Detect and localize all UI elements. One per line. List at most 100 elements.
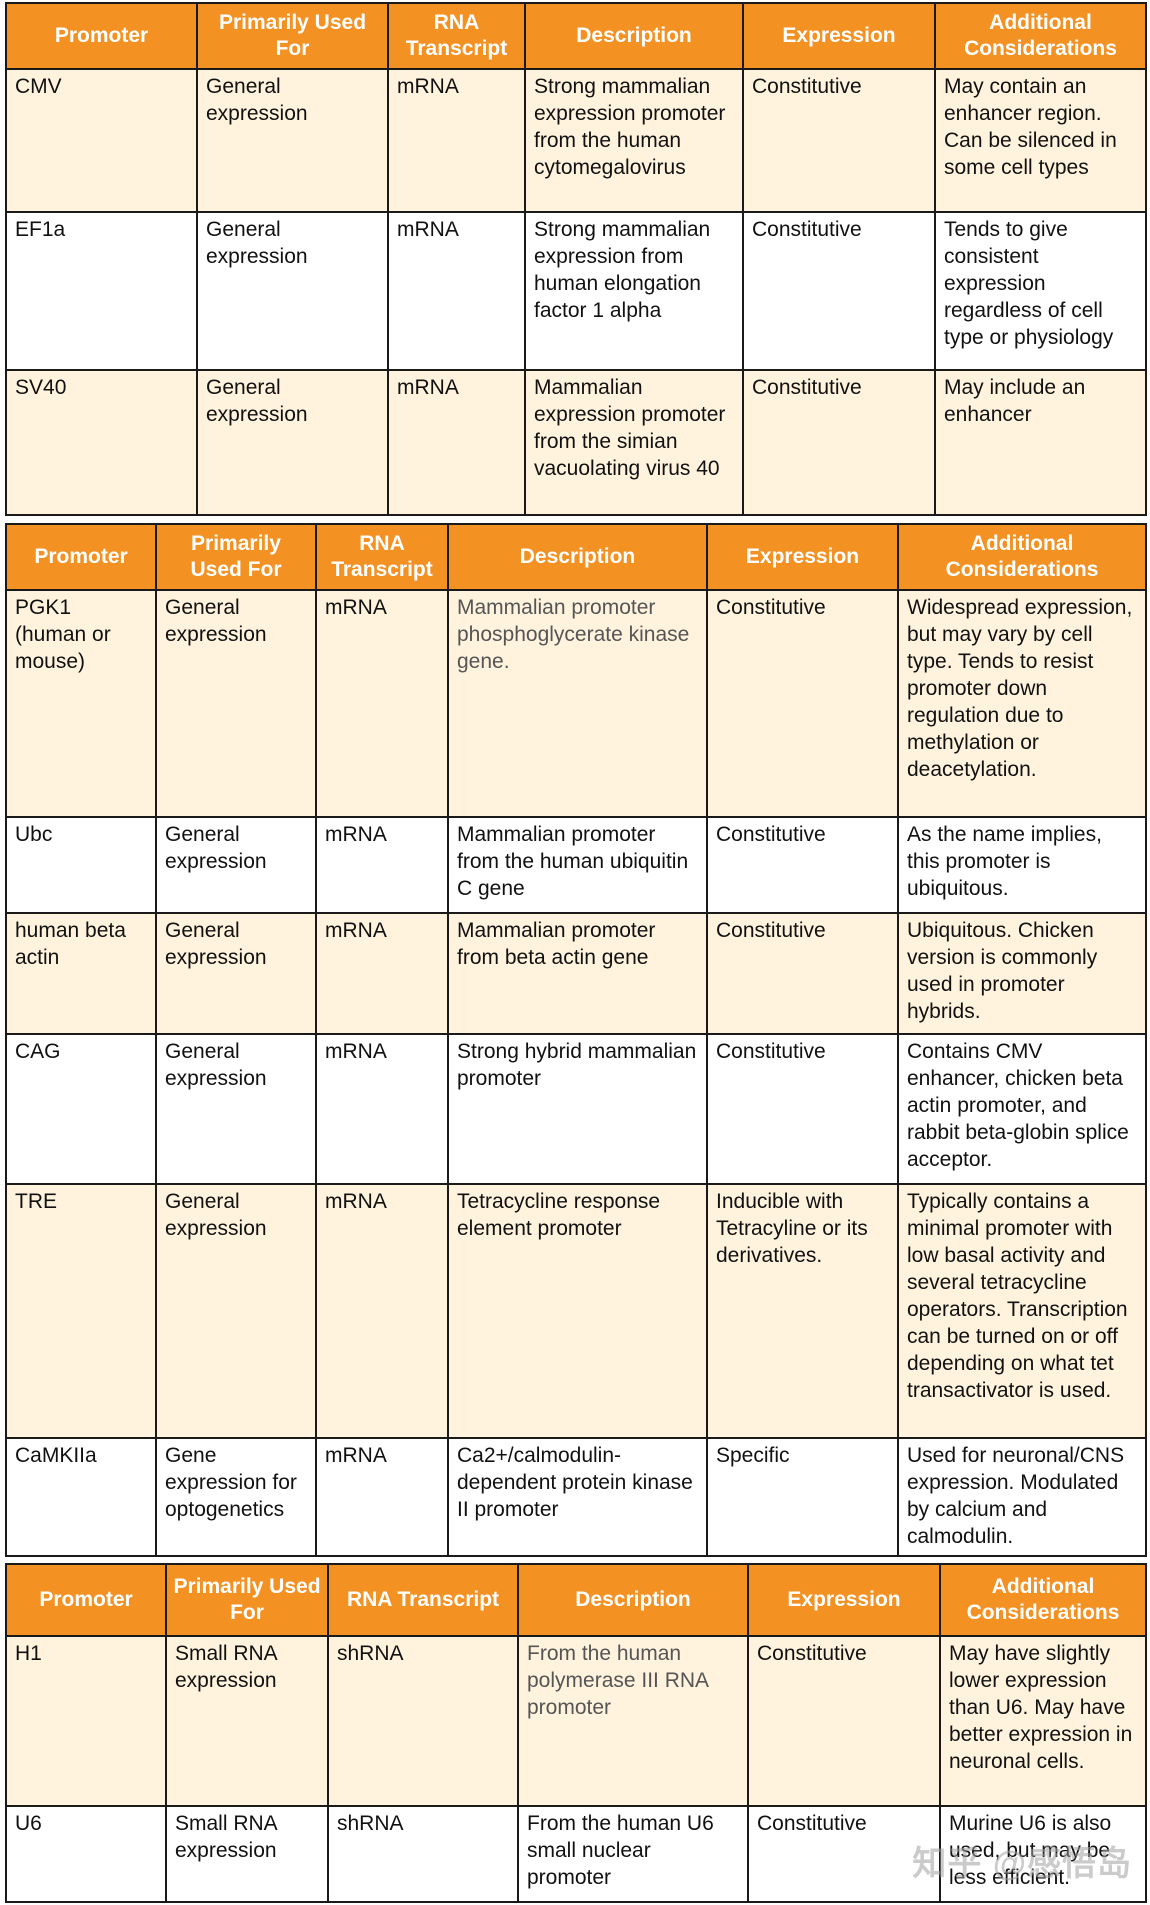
- col-header-promoter: Promoter: [5, 1563, 167, 1637]
- table-row: CMV General expression mRNA Strong mamma…: [5, 68, 1147, 213]
- cell-rna-transcript: mRNA: [315, 912, 449, 1035]
- col-header-rna-transcript: RNA Transcript: [315, 523, 449, 591]
- cell-used-for: General expression: [196, 68, 389, 213]
- cell-considerations: Murine U6 is also used, but may be less …: [939, 1805, 1147, 1903]
- cell-promoter: TRE: [5, 1183, 157, 1439]
- cell-rna-transcript: mRNA: [315, 1183, 449, 1439]
- cell-expression: Inducible with Tetracyline or its deriva…: [706, 1183, 899, 1439]
- cell-rna-transcript: mRNA: [315, 1033, 449, 1185]
- cell-used-for: General expression: [155, 912, 317, 1035]
- cell-description: From the human U6 small nuclear promoter: [517, 1805, 749, 1903]
- cell-description: Mammalian promoter from beta actin gene: [447, 912, 708, 1035]
- cell-promoter: H1: [5, 1635, 167, 1807]
- col-header-description: Description: [524, 2, 744, 70]
- table-row: human beta actin General expression mRNA…: [5, 912, 1147, 1035]
- cell-description: From the human polymerase III RNA promot…: [517, 1635, 749, 1807]
- col-header-promoter: Promoter: [5, 2, 198, 70]
- col-header-considerations: Additional Considerations: [897, 523, 1147, 591]
- cell-considerations: Contains CMV enhancer, chicken beta acti…: [897, 1033, 1147, 1185]
- table-row: EF1a General expression mRNA Strong mamm…: [5, 211, 1147, 371]
- header-row: Promoter Primarily Used For RNA Transcri…: [5, 2, 1147, 70]
- cell-used-for: General expression: [155, 1183, 317, 1439]
- col-header-used-for: Primarily Used For: [165, 1563, 329, 1637]
- cell-description: Strong mammalian expression from human e…: [524, 211, 744, 371]
- promoter-table-2: Promoter Primarily Used For RNA Transcri…: [5, 523, 1147, 1557]
- cell-rna-transcript: mRNA: [315, 589, 449, 818]
- cell-promoter: human beta actin: [5, 912, 157, 1035]
- cell-used-for: General expression: [155, 589, 317, 818]
- cell-expression: Constitutive: [706, 1033, 899, 1185]
- cell-considerations: May have slightly lower expression than …: [939, 1635, 1147, 1807]
- table-row: Ubc General expression mRNA Mammalian pr…: [5, 816, 1147, 914]
- cell-considerations: Ubiquitous. Chicken version is commonly …: [897, 912, 1147, 1035]
- cell-expression: Constitutive: [742, 369, 936, 516]
- table-row: CaMKIIa Gene expression for optogenetics…: [5, 1437, 1147, 1557]
- col-header-expression: Expression: [742, 2, 936, 70]
- cell-promoter: CAG: [5, 1033, 157, 1185]
- cell-used-for: General expression: [196, 369, 389, 516]
- cell-expression: Constitutive: [747, 1635, 941, 1807]
- cell-used-for: Small RNA expression: [165, 1635, 329, 1807]
- col-header-expression: Expression: [706, 523, 899, 591]
- cell-considerations: Widespread expression, but may vary by c…: [897, 589, 1147, 818]
- cell-description: Mammalian promoter phosphoglycerate kina…: [447, 589, 708, 818]
- cell-promoter: CMV: [5, 68, 198, 213]
- cell-used-for: Small RNA expression: [165, 1805, 329, 1903]
- col-header-considerations: Additional Considerations: [939, 1563, 1147, 1637]
- cell-promoter: CaMKIIa: [5, 1437, 157, 1557]
- cell-description: Tetracycline response element promoter: [447, 1183, 708, 1439]
- col-header-promoter: Promoter: [5, 523, 157, 591]
- cell-promoter: PGK1 (human or mouse): [5, 589, 157, 818]
- header-row: Promoter Primarily Used For RNA Transcri…: [5, 1563, 1147, 1637]
- cell-promoter: Ubc: [5, 816, 157, 914]
- promoter-table-1: Promoter Primarily Used For RNA Transcri…: [5, 2, 1147, 516]
- cell-rna-transcript: mRNA: [387, 211, 526, 371]
- cell-used-for: General expression: [155, 816, 317, 914]
- cell-considerations: As the name implies, this promoter is ub…: [897, 816, 1147, 914]
- col-header-description: Description: [447, 523, 708, 591]
- table-row: CAG General expression mRNA Strong hybri…: [5, 1033, 1147, 1185]
- cell-promoter: U6: [5, 1805, 167, 1903]
- cell-promoter: EF1a: [5, 211, 198, 371]
- col-header-description: Description: [517, 1563, 749, 1637]
- cell-expression: Constitutive: [742, 68, 936, 213]
- cell-description: Ca2+/calmodulin-dependent protein kinase…: [447, 1437, 708, 1557]
- table-row: H1 Small RNA expression shRNA From the h…: [5, 1635, 1147, 1807]
- col-header-expression: Expression: [747, 1563, 941, 1637]
- cell-expression: Constitutive: [706, 816, 899, 914]
- col-header-used-for: Primarily Used For: [155, 523, 317, 591]
- watermark: 知乎 @感悟岛: [912, 1845, 1132, 1883]
- cell-used-for: General expression: [196, 211, 389, 371]
- cell-used-for: General expression: [155, 1033, 317, 1185]
- col-header-rna-transcript: RNA Transcript: [387, 2, 526, 70]
- cell-considerations: Used for neuronal/CNS expression. Modula…: [897, 1437, 1147, 1557]
- table-row: TRE General expression mRNA Tetracycline…: [5, 1183, 1147, 1439]
- cell-rna-transcript: shRNA: [327, 1805, 519, 1903]
- cell-description: Strong hybrid mammalian promoter: [447, 1033, 708, 1185]
- cell-considerations: Tends to give consistent expression rega…: [934, 211, 1147, 371]
- cell-expression: Specific: [706, 1437, 899, 1557]
- cell-description: Mammalian expression promoter from the s…: [524, 369, 744, 516]
- cell-used-for: Gene expression for optogenetics: [155, 1437, 317, 1557]
- cell-rna-transcript: mRNA: [315, 1437, 449, 1557]
- cell-rna-transcript: mRNA: [387, 369, 526, 516]
- cell-expression: Constitutive: [747, 1805, 941, 1903]
- cell-rna-transcript: mRNA: [387, 68, 526, 213]
- header-row: Promoter Primarily Used For RNA Transcri…: [5, 523, 1147, 591]
- cell-considerations: May contain an enhancer region. Can be s…: [934, 68, 1147, 213]
- cell-expression: Constitutive: [706, 912, 899, 1035]
- cell-description: Strong mammalian expression promoter fro…: [524, 68, 744, 213]
- cell-promoter: SV40: [5, 369, 198, 516]
- cell-rna-transcript: shRNA: [327, 1635, 519, 1807]
- cell-considerations: Typically contains a minimal promoter wi…: [897, 1183, 1147, 1439]
- cell-rna-transcript: mRNA: [315, 816, 449, 914]
- table-row: SV40 General expression mRNA Mammalian e…: [5, 369, 1147, 516]
- col-header-rna-transcript: RNA Transcript: [327, 1563, 519, 1637]
- col-header-considerations: Additional Considerations: [934, 2, 1147, 70]
- cell-expression: Constitutive: [742, 211, 936, 371]
- col-header-used-for: Primarily Used For: [196, 2, 389, 70]
- cell-expression: Constitutive: [706, 589, 899, 818]
- promoter-table-3: Promoter Primarily Used For RNA Transcri…: [5, 1563, 1147, 1903]
- table-row: PGK1 (human or mouse) General expression…: [5, 589, 1147, 818]
- table-row: U6 Small RNA expression shRNA From the h…: [5, 1805, 1147, 1903]
